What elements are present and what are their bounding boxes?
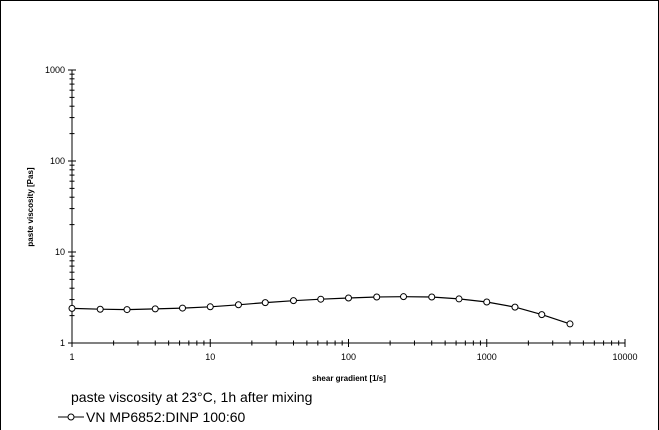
data-point — [511, 303, 519, 311]
y-tick-label: 100 — [50, 156, 65, 166]
x-tick-label: 10 — [205, 352, 215, 362]
data-point — [428, 293, 436, 301]
data-point — [96, 305, 104, 313]
data-point — [123, 306, 131, 314]
x-tick-label: 100 — [341, 352, 356, 362]
y-tick-label: 1000 — [45, 65, 65, 75]
x-tick-label: 1000 — [477, 352, 497, 362]
legend: VN MP6852:DINP 100:60 — [58, 409, 245, 425]
axes: 1 10 100 1000 10000 1 10 100 1000 — [45, 65, 638, 362]
legend-label: VN MP6852:DINP 100:60 — [86, 409, 246, 425]
chart-annotation: paste viscosity at 23°C, 1h after mixing — [71, 389, 313, 405]
data-point — [234, 301, 242, 309]
data-point — [400, 293, 408, 301]
y-tick-label: 1 — [60, 338, 65, 348]
data-point — [566, 320, 574, 328]
series-layer — [68, 293, 574, 328]
x-tick-label: 10000 — [612, 352, 637, 362]
data-point — [179, 304, 187, 312]
data-point — [206, 303, 214, 311]
data-point — [289, 297, 297, 305]
x-axis-title: shear gradient [1/s] — [312, 374, 386, 383]
data-point — [317, 295, 325, 303]
data-point — [455, 295, 463, 303]
data-point — [151, 305, 159, 313]
data-point — [483, 298, 491, 306]
data-point — [261, 299, 269, 307]
y-axis-title: paste viscosity [Pas] — [26, 167, 35, 246]
data-point — [68, 304, 76, 312]
data-point — [538, 311, 546, 319]
data-point — [373, 293, 381, 301]
data-point — [345, 294, 352, 302]
y-tick-label: 10 — [55, 247, 65, 257]
x-tick-label: 1 — [69, 352, 74, 362]
legend-swatch — [58, 413, 84, 421]
